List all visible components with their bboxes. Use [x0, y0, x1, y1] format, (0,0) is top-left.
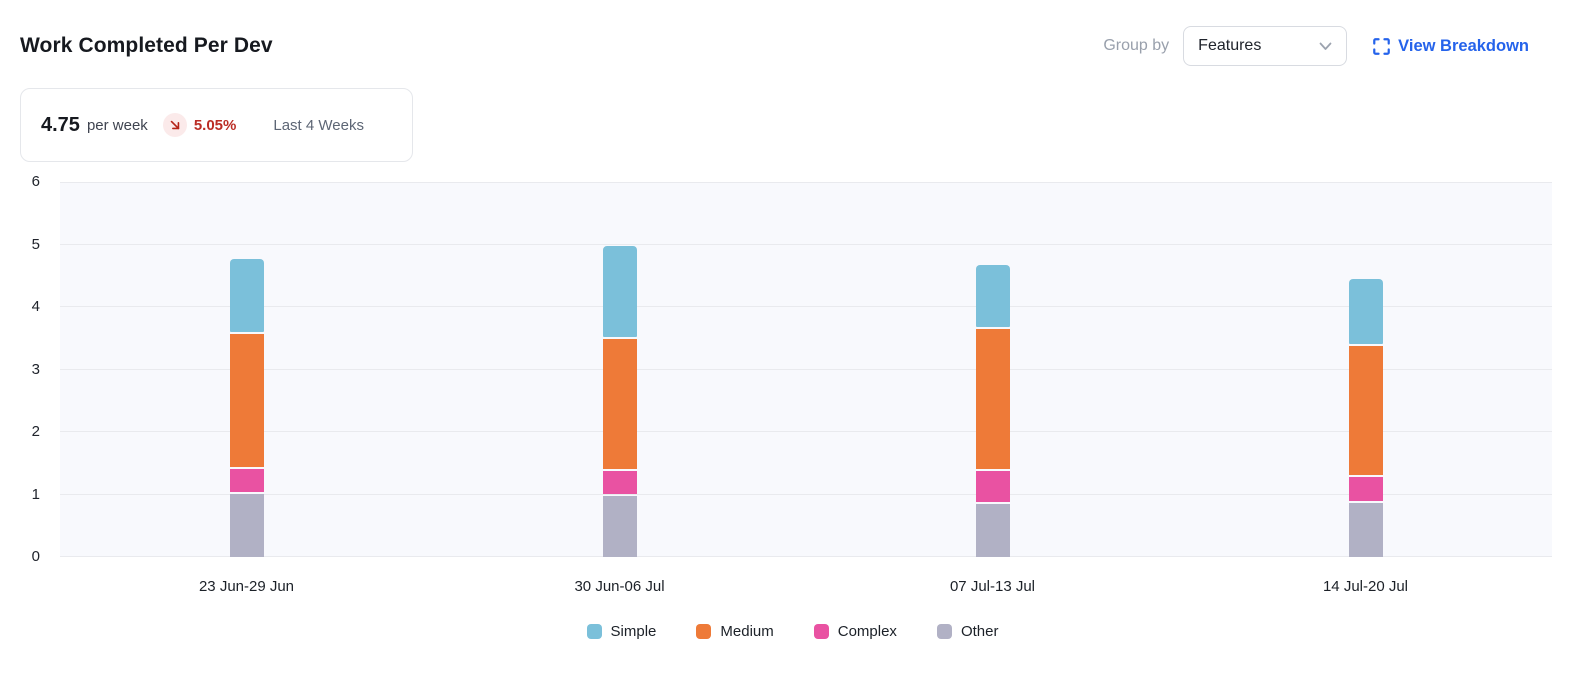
group-by-label: Group by: [1103, 37, 1170, 54]
y-axis-tick-label: 2: [31, 423, 40, 440]
stacked-bar[interactable]: [602, 246, 637, 557]
chart-plot-area: [60, 182, 1552, 557]
bar-segment-medium[interactable]: [602, 339, 637, 470]
x-axis-tick-label: 30 Jun-06 Jul: [574, 578, 665, 595]
group-by-selected-value: Features: [1198, 37, 1262, 54]
legend-swatch-icon: [813, 624, 829, 639]
y-axis-tick-label: 6: [31, 173, 40, 190]
gridline: [60, 556, 1552, 557]
expand-icon: [1373, 37, 1391, 55]
page-title: Work Completed Per Dev: [20, 34, 273, 57]
y-axis-tick-label: 0: [31, 548, 40, 565]
bar-segment-complex[interactable]: [1348, 476, 1383, 502]
gridline: [60, 182, 1552, 183]
x-axis-tick-label: 14 Jul-20 Jul: [1322, 578, 1409, 595]
view-breakdown-link[interactable]: View Breakdown: [1373, 37, 1529, 56]
bar-segment-medium[interactable]: [975, 328, 1010, 469]
legend-item-medium[interactable]: Medium: [696, 623, 774, 640]
y-axis-tick-label: 4: [31, 298, 40, 315]
work-completed-chart: 0 1 2 3 4 5 6: [0, 173, 1552, 565]
group-by-select[interactable]: Features: [1183, 26, 1348, 66]
bar-segment-other[interactable]: [975, 504, 1010, 557]
y-axis-tick-label: 3: [31, 360, 40, 378]
legend-swatch-icon: [936, 624, 952, 639]
bar-segment-medium[interactable]: [229, 334, 264, 468]
stacked-bar[interactable]: [229, 258, 264, 557]
bar-segment-simple[interactable]: [229, 258, 264, 333]
bar-segment-simple[interactable]: [602, 246, 637, 338]
legend-item-simple[interactable]: Simple: [586, 623, 657, 640]
gridline: [60, 243, 1552, 245]
trend-badge: 5.05%: [162, 113, 237, 137]
y-axis-tick-label: 5: [31, 235, 40, 253]
bar-segment-complex[interactable]: [975, 470, 1010, 503]
x-axis-tick-label: 23 Jun-29 Jun: [198, 578, 295, 595]
legend-label: Other: [960, 623, 999, 640]
legend-item-other[interactable]: Other: [936, 623, 999, 640]
trend-down-right-arrow-icon: [162, 113, 187, 137]
gridline: [60, 431, 1552, 432]
bar-segment-medium[interactable]: [1348, 345, 1383, 475]
stat-value: 4.75: [41, 113, 80, 136]
legend-swatch-icon: [586, 624, 602, 639]
stat-period: Last 4 Weeks: [273, 116, 364, 134]
y-axis-tick-label: 1: [31, 485, 40, 503]
bar-segment-other[interactable]: [229, 493, 264, 557]
header-controls: Group by Features View Breakdown: [1103, 26, 1529, 66]
legend-label: Medium: [720, 623, 774, 640]
stat-unit: per week: [86, 116, 148, 134]
chart-legend: Simple Medium Complex Other: [0, 623, 1585, 640]
bar-segment-other[interactable]: [602, 495, 637, 557]
trend-percentage: 5.05%: [193, 116, 237, 134]
view-breakdown-label: View Breakdown: [1398, 36, 1529, 55]
summary-stat-card: 4.75 per week 5.05% Last 4 Weeks: [20, 88, 413, 162]
bar-segment-other[interactable]: [1348, 503, 1383, 557]
legend-label: Simple: [610, 623, 657, 640]
legend-label: Complex: [837, 623, 897, 640]
gridline: [60, 306, 1552, 307]
stacked-bar[interactable]: [975, 264, 1010, 558]
chevron-down-icon: [1319, 42, 1332, 51]
legend-item-complex[interactable]: Complex: [813, 623, 897, 640]
stacked-bar[interactable]: [1348, 278, 1383, 557]
bar-segment-simple[interactable]: [975, 264, 1010, 327]
bar-segment-simple[interactable]: [1348, 278, 1383, 344]
x-axis-tick-label: 07 Jul-13 Jul: [949, 578, 1036, 595]
x-axis: 23 Jun-29 Jun 30 Jun-06 Jul 07 Jul-13 Jul 1…: [60, 578, 1552, 597]
gridline: [60, 368, 1552, 370]
bar-segment-complex[interactable]: [602, 471, 637, 494]
bar-segment-complex[interactable]: [229, 469, 264, 492]
gridline: [60, 493, 1552, 495]
legend-swatch-icon: [696, 624, 712, 639]
panel-header: Work Completed Per Dev Group by Features: [0, 0, 1585, 66]
y-axis: 0 1 2 3 4 5 6: [0, 173, 60, 565]
